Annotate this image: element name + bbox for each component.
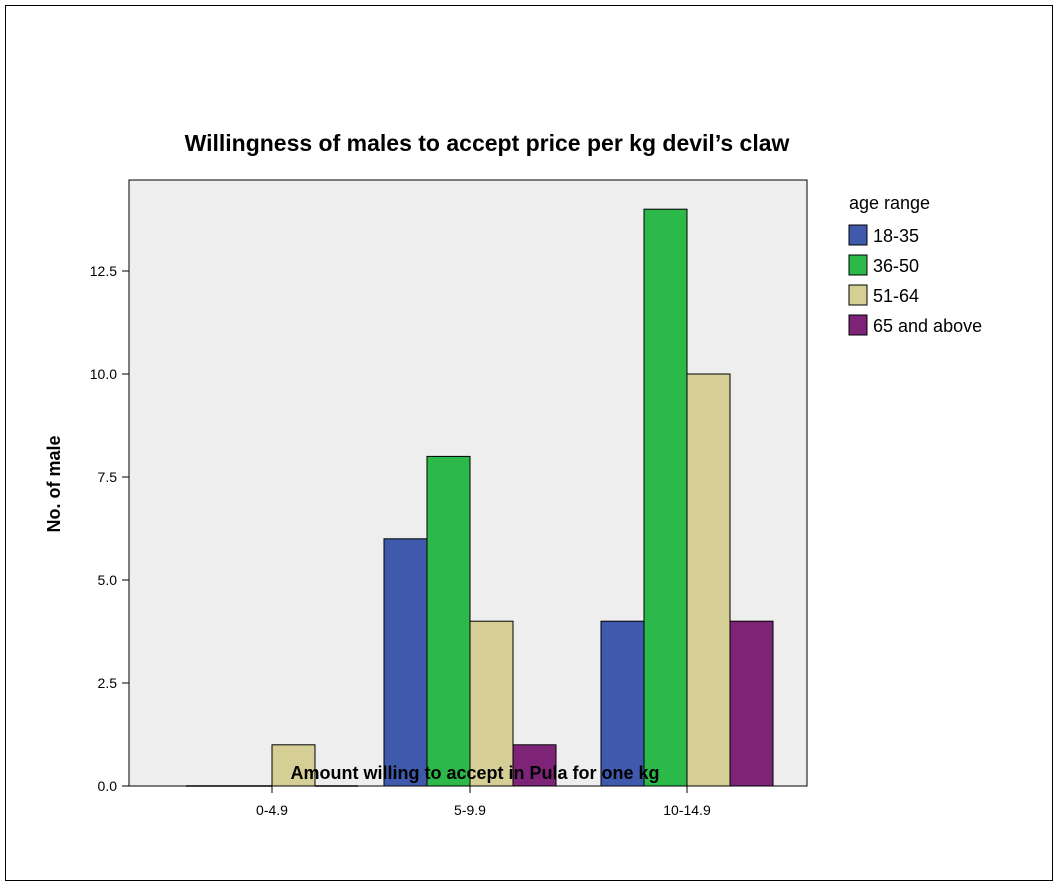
y-axis-title: No. of male xyxy=(44,435,64,532)
bar xyxy=(271,744,316,787)
bar xyxy=(600,620,645,787)
bar xyxy=(729,620,774,787)
bar xyxy=(469,620,514,787)
x-tick-label: 0-4.9 xyxy=(256,802,288,818)
x-tick-label: 10-14.9 xyxy=(663,802,711,818)
bar xyxy=(686,373,731,787)
y-tick-label: 10.0 xyxy=(90,366,117,382)
bar xyxy=(426,455,471,787)
y-tick-label: 0.0 xyxy=(98,778,118,794)
legend-swatch xyxy=(848,254,868,276)
legend-title: age range xyxy=(849,193,930,213)
y-tick-label: 5.0 xyxy=(98,572,118,588)
bars xyxy=(186,208,774,787)
legend-label: 18-35 xyxy=(873,226,919,246)
y-tick-label: 2.5 xyxy=(98,675,118,691)
bar xyxy=(383,538,428,787)
bar xyxy=(643,208,688,787)
legend-swatch xyxy=(848,284,868,306)
x-axis-title: Amount willing to accept in Pula for one… xyxy=(290,763,659,783)
chart-title: Willingness of males to accept price per… xyxy=(185,130,790,156)
x-axis: 0-4.9 5-9.9 10-14.9 xyxy=(256,786,711,818)
y-axis: 0.0 2.5 5.0 7.5 10.0 12.5 xyxy=(90,263,129,794)
legend: age range 18-35 36-50 51-64 65 and above xyxy=(848,193,982,336)
legend-swatch xyxy=(848,314,868,336)
x-tick-label: 5-9.9 xyxy=(454,802,486,818)
legend-label: 65 and above xyxy=(873,316,982,336)
legend-swatch xyxy=(848,224,868,246)
legend-label: 36-50 xyxy=(873,256,919,276)
legend-label: 51-64 xyxy=(873,286,919,306)
y-tick-label: 12.5 xyxy=(90,263,117,279)
bar xyxy=(512,744,557,787)
y-tick-label: 7.5 xyxy=(98,469,118,485)
